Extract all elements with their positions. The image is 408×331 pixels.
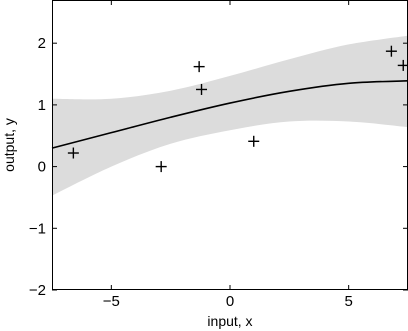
axis-ticks: −5 0 5 −2 −1 0 1 2 xyxy=(29,0,408,310)
x-tick-label: 0 xyxy=(226,293,234,310)
x-tick-label: −5 xyxy=(103,293,120,310)
data-point xyxy=(385,45,397,57)
data-point xyxy=(67,147,79,159)
confidence-band xyxy=(52,35,408,196)
data-point xyxy=(397,59,408,71)
y-axis-label: output, y xyxy=(1,118,17,172)
data-point xyxy=(196,83,208,95)
mean-curve xyxy=(51,80,408,149)
x-axis-label: input, x xyxy=(207,313,252,329)
y-tick-label: −2 xyxy=(29,282,46,299)
data-point xyxy=(248,135,260,147)
y-tick-label: 0 xyxy=(38,159,46,176)
x-tick-label: 5 xyxy=(344,293,352,310)
y-tick-label: 1 xyxy=(38,97,46,114)
y-tick-label: −1 xyxy=(29,220,46,237)
plot-area xyxy=(51,35,408,196)
data-point xyxy=(155,161,167,173)
y-tick-label: 2 xyxy=(38,35,46,52)
data-point xyxy=(193,61,205,73)
